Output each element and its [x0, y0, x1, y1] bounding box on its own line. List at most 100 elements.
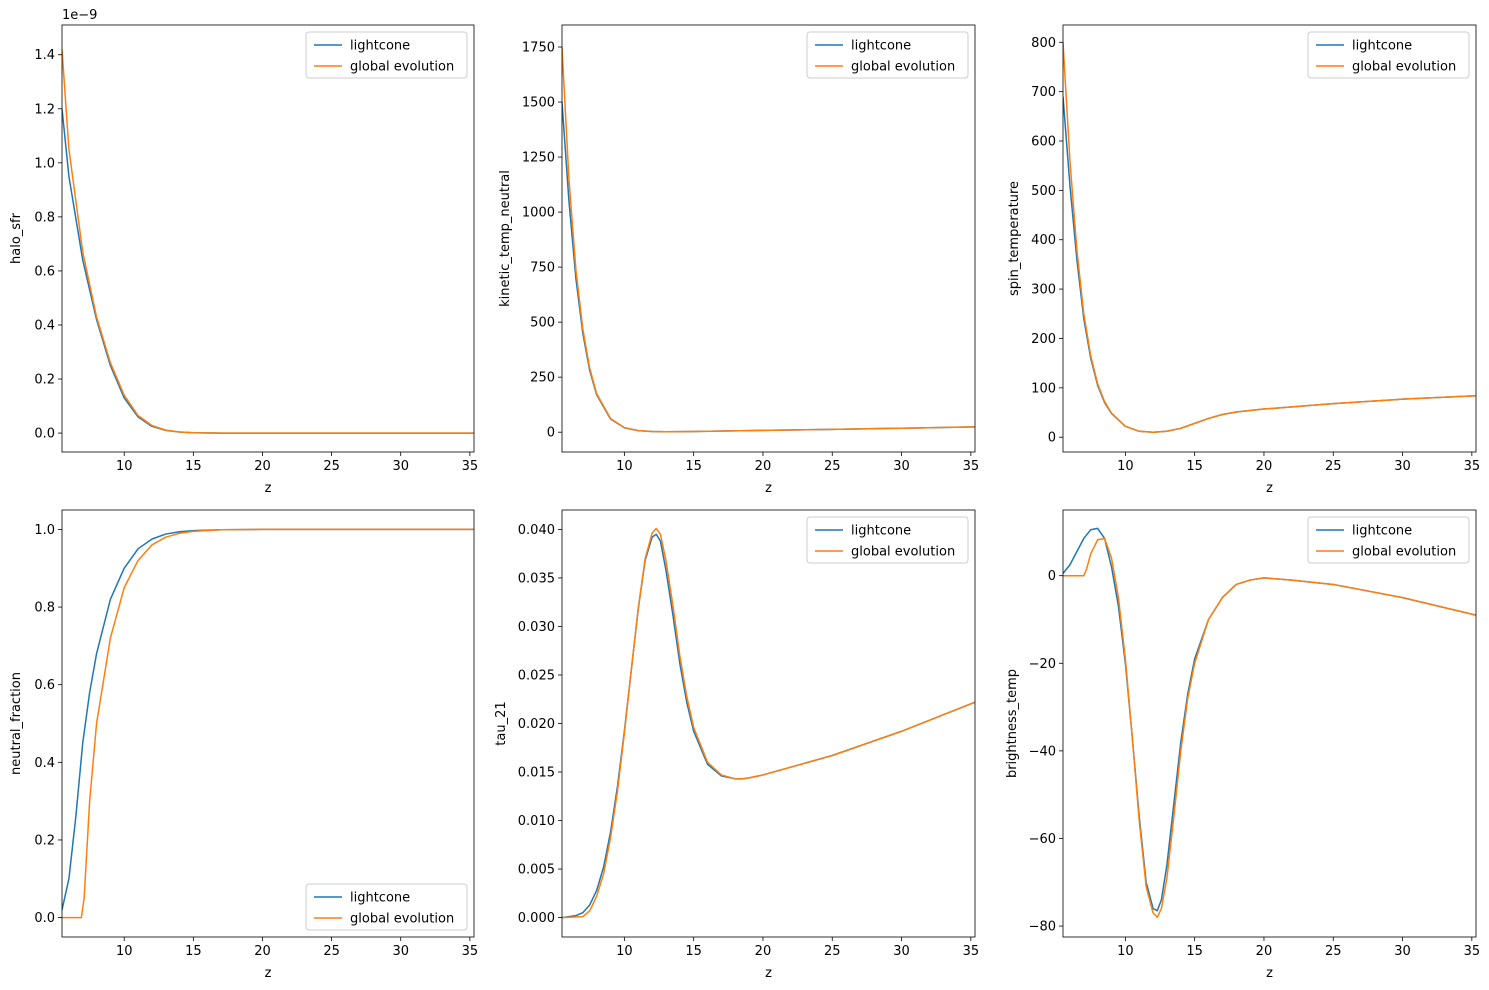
y-tick-label: 0.8 [34, 210, 55, 225]
legend-label: global evolution [350, 912, 454, 927]
y-tick-label: 1.0 [34, 156, 55, 171]
legend-label: global evolution [350, 60, 454, 75]
x-tick-label: 15 [185, 459, 202, 474]
y-tick-label: 1250 [522, 151, 555, 166]
y-tick-label: 0 [1048, 569, 1056, 584]
y-tick-label: 0.000 [518, 911, 555, 926]
series-line-global-evolution [62, 528, 474, 919]
x-tick-label: 10 [616, 459, 633, 474]
y-axis-label: tau_21 [494, 701, 509, 745]
legend-label: global evolution [851, 60, 955, 75]
y-tick-label: −40 [1029, 744, 1056, 759]
y-tick-label: 0.2 [34, 373, 55, 388]
legend-box [1307, 516, 1470, 564]
y-tick-label: 0.4 [34, 756, 55, 771]
x-axis-label: z [265, 966, 272, 981]
y-tick-label: 0 [1048, 431, 1056, 446]
x-tick-label: 15 [1186, 944, 1203, 959]
y-tick-label: 0.025 [518, 668, 555, 683]
legend: lightcone global evolution [305, 31, 468, 79]
x-tick-label: 10 [116, 944, 133, 959]
y-tick-label: 600 [1031, 135, 1056, 150]
legend-box [806, 31, 969, 79]
axes-frame [61, 24, 475, 453]
y-tick-label: 500 [530, 316, 555, 331]
axes-frame [1062, 509, 1477, 938]
x-tick-label: 20 [254, 944, 271, 959]
y-tick-label: 700 [1031, 85, 1056, 100]
legend-label: lightcone [1352, 524, 1412, 539]
x-axis-label: z [265, 481, 272, 496]
y-tick-label: 1.4 [34, 48, 55, 63]
legend: lightcone global evolution [305, 883, 468, 931]
x-tick-label: 20 [755, 944, 772, 959]
series-line-lightcone [562, 101, 975, 433]
x-axis-label: z [1266, 481, 1273, 496]
x-tick-label: 25 [323, 459, 340, 474]
legend-label: lightcone [350, 39, 410, 54]
x-tick-label: 35 [963, 459, 980, 474]
y-tick-label: 0.035 [518, 571, 555, 586]
y-tick-label: 300 [1031, 283, 1056, 298]
legend-box [1307, 31, 1470, 79]
x-tick-label: 35 [462, 459, 479, 474]
series-line-global-evolution [1063, 42, 1476, 433]
x-tick-label: 15 [1186, 459, 1203, 474]
subplot-1: 10 15 20 25 30 35 0.0 0.2 0.4 0.6 0.8 1.0 1.2 1.4 z hal… [9, 8, 478, 496]
y-tick-label: 1.2 [34, 102, 55, 117]
subplot-4: 10 15 20 25 30 35 0.0 0.2 0.4 0.6 0.8 1.0 z neutral_f… [9, 509, 478, 981]
series-line-global-evolution [1063, 537, 1476, 919]
x-tick-label: 20 [755, 459, 772, 474]
y-tick-label: 1000 [522, 206, 555, 221]
series-line-global-evolution [562, 527, 975, 919]
y-tick-label: 100 [1031, 381, 1056, 396]
subplot-6: 10 15 20 25 30 35 −80 −60 −40 −20 0 z brightness_tem… [1005, 509, 1481, 981]
y-tick-label: 750 [530, 261, 555, 276]
y-tick-label: 0.040 [518, 523, 555, 538]
y-tick-label: 1.0 [34, 523, 55, 538]
y-tick-label: 0.6 [34, 264, 55, 279]
x-tick-label: 15 [685, 944, 702, 959]
y-tick-label: 0.0 [34, 427, 55, 442]
x-tick-label: 35 [1464, 944, 1481, 959]
series-line-lightcone [1063, 527, 1476, 912]
series-line-lightcone [62, 108, 474, 434]
series-line-lightcone [1063, 96, 1476, 433]
subplot-3: 10 15 20 25 30 35 0 100 200 300 400 500 600 700 800 z sp… [1007, 24, 1480, 496]
y-tick-label: −60 [1029, 832, 1056, 847]
y-tick-label: 0.8 [34, 601, 55, 616]
axes-frame [561, 509, 976, 938]
legend-label: lightcone [851, 524, 911, 539]
axes-frame [61, 509, 475, 938]
y-tick-label: 500 [1031, 184, 1056, 199]
series-line-lightcone [62, 528, 474, 910]
x-tick-label: 30 [1394, 944, 1411, 959]
x-tick-label: 20 [1256, 459, 1273, 474]
x-axis-label: z [765, 481, 772, 496]
x-tick-label: 25 [323, 944, 340, 959]
y-tick-label: 0.4 [34, 318, 55, 333]
legend-label: global evolution [1352, 60, 1456, 75]
y-tick-label: −80 [1029, 920, 1056, 935]
y-tick-label: 1750 [522, 41, 555, 56]
x-tick-label: 20 [254, 459, 271, 474]
x-tick-label: 10 [616, 944, 633, 959]
legend-label: global evolution [1352, 545, 1456, 560]
y-tick-label: 0.6 [34, 678, 55, 693]
x-tick-label: 25 [824, 944, 841, 959]
x-tick-label: 30 [893, 459, 910, 474]
axes-frame [561, 24, 976, 453]
y-tick-label: 0 [547, 426, 555, 441]
x-tick-label: 15 [685, 459, 702, 474]
y-tick-label: −20 [1029, 657, 1056, 672]
legend: lightcone global evolution [806, 31, 969, 79]
y-tick-label: 250 [530, 371, 555, 386]
legend-label: lightcone [1352, 39, 1412, 54]
legend: lightcone global evolution [1307, 516, 1470, 564]
legend-label: lightcone [350, 891, 410, 906]
x-tick-label: 10 [1117, 459, 1134, 474]
y-axis-label: kinetic_temp_neutral [498, 170, 513, 307]
legend: lightcone global evolution [1307, 31, 1470, 79]
x-tick-label: 30 [1394, 459, 1411, 474]
